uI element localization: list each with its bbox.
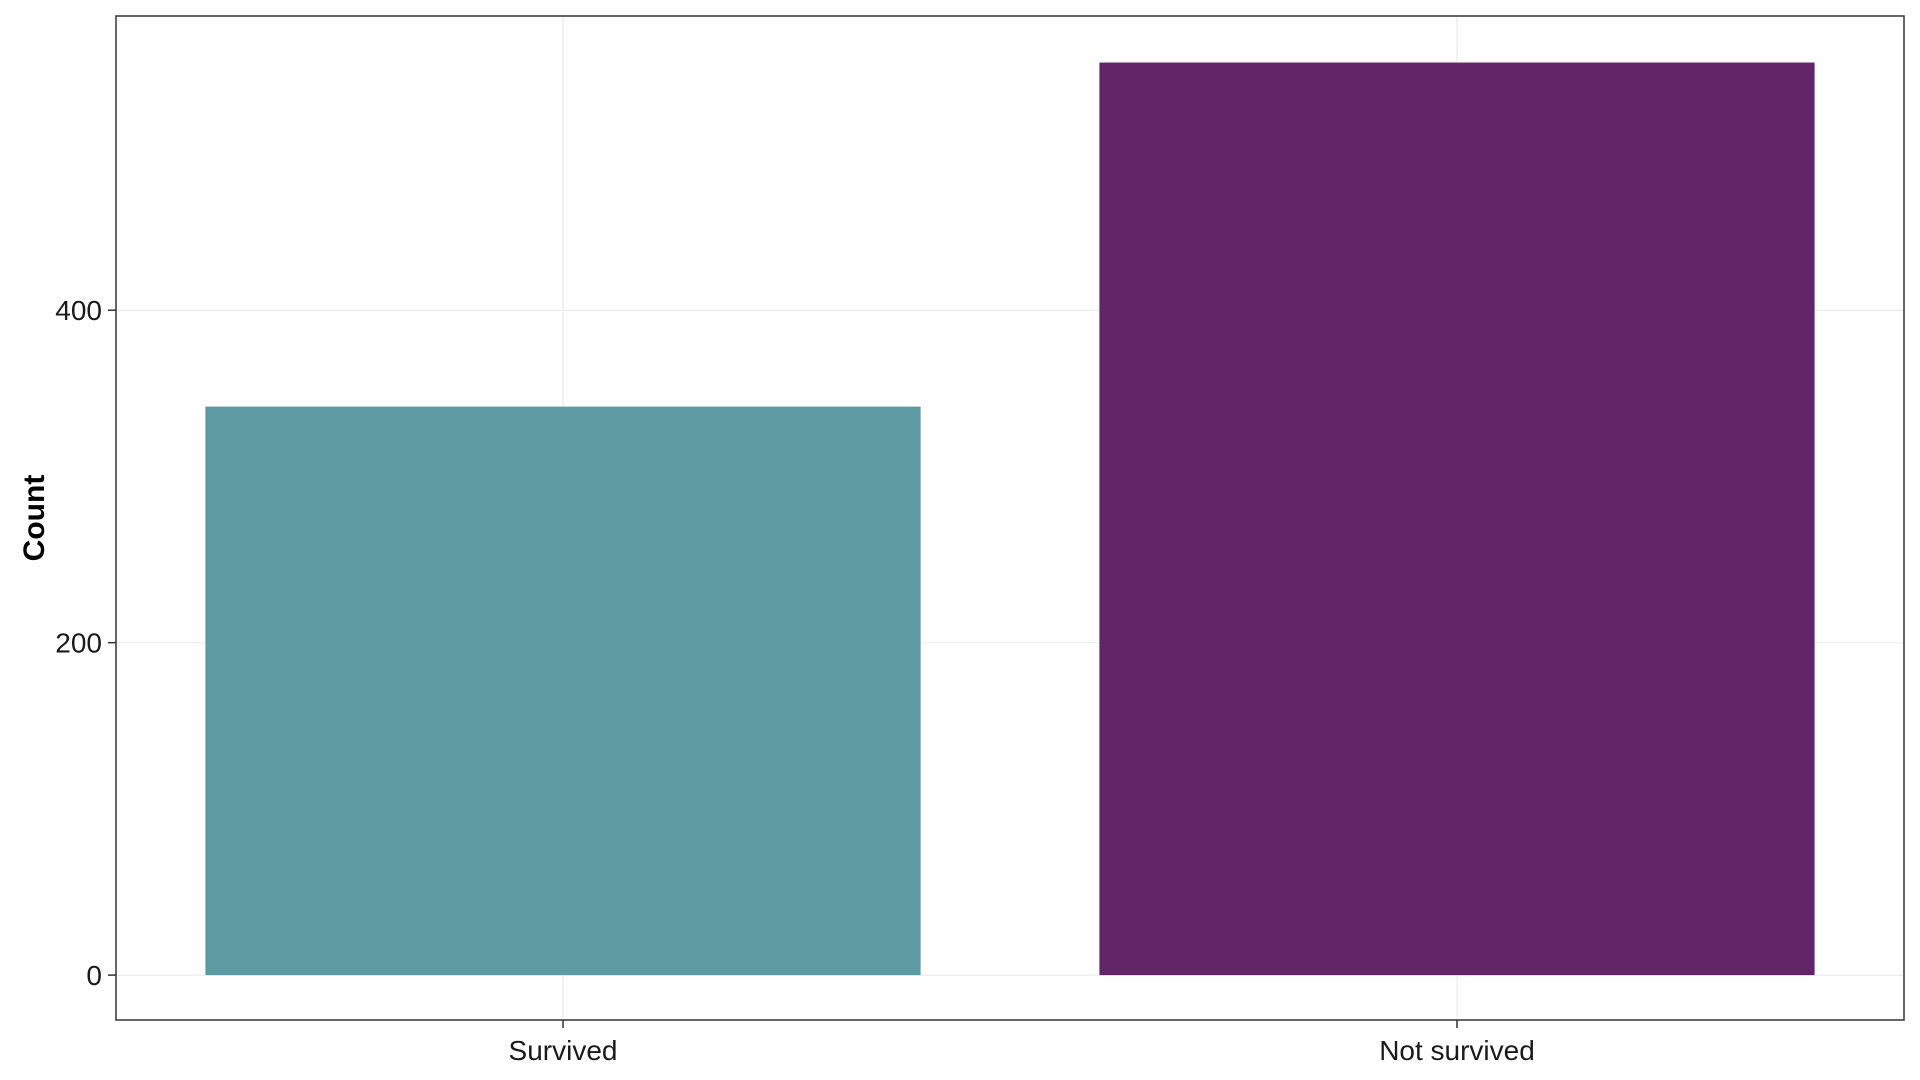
y-tick-label: 0 <box>86 960 102 991</box>
x-tick-label: Not survived <box>1379 1035 1535 1066</box>
x-tick-label: Survived <box>509 1035 618 1066</box>
y-tick-label: 200 <box>55 628 102 659</box>
y-axis-title: Count <box>18 475 51 562</box>
plot-frame <box>115 15 1905 1021</box>
y-axis: 0 200 400 <box>55 295 116 991</box>
x-axis: Survived Not survived <box>509 1020 1535 1066</box>
bar-survived <box>205 406 921 976</box>
bars <box>205 62 1815 976</box>
y-tick-label: 400 <box>55 295 102 326</box>
bar-not-survived <box>1099 62 1815 976</box>
